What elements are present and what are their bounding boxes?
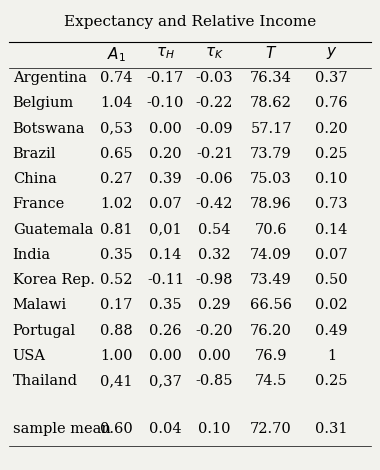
Text: $y$: $y$ bbox=[326, 45, 337, 61]
Text: 0.39: 0.39 bbox=[149, 172, 182, 186]
Text: 0.73: 0.73 bbox=[315, 197, 348, 212]
Text: 1.02: 1.02 bbox=[100, 197, 133, 212]
Text: Argentina: Argentina bbox=[13, 71, 87, 85]
Text: Guatemala: Guatemala bbox=[13, 223, 93, 236]
Text: 0.10: 0.10 bbox=[315, 172, 348, 186]
Text: 0.00: 0.00 bbox=[149, 349, 182, 363]
Text: 76.9: 76.9 bbox=[255, 349, 287, 363]
Text: -0.22: -0.22 bbox=[196, 96, 233, 110]
Text: 0.07: 0.07 bbox=[315, 248, 348, 262]
Text: 0.74: 0.74 bbox=[100, 71, 133, 85]
Text: 0.20: 0.20 bbox=[149, 147, 182, 161]
Text: China: China bbox=[13, 172, 57, 186]
Text: 0.35: 0.35 bbox=[100, 248, 133, 262]
Text: 0.20: 0.20 bbox=[315, 122, 348, 136]
Text: $A_1$: $A_1$ bbox=[107, 45, 126, 64]
Text: $\tau_H$: $\tau_H$ bbox=[156, 45, 175, 61]
Text: -0.85: -0.85 bbox=[196, 374, 233, 388]
Text: sample mean: sample mean bbox=[13, 422, 111, 436]
Text: 0.00: 0.00 bbox=[198, 349, 231, 363]
Text: -0.06: -0.06 bbox=[196, 172, 233, 186]
Text: 1.00: 1.00 bbox=[100, 349, 133, 363]
Text: -0.98: -0.98 bbox=[196, 273, 233, 287]
Text: 0.17: 0.17 bbox=[100, 298, 133, 313]
Text: 1.04: 1.04 bbox=[100, 96, 133, 110]
Text: 0.37: 0.37 bbox=[315, 71, 348, 85]
Text: 0.14: 0.14 bbox=[315, 223, 348, 236]
Text: -0.21: -0.21 bbox=[196, 147, 233, 161]
Text: 0.65: 0.65 bbox=[100, 147, 133, 161]
Text: Expectancy and Relative Income: Expectancy and Relative Income bbox=[64, 16, 316, 30]
Text: 0.52: 0.52 bbox=[100, 273, 133, 287]
Text: 76.34: 76.34 bbox=[250, 71, 292, 85]
Text: 0,37: 0,37 bbox=[149, 374, 182, 388]
Text: 73.79: 73.79 bbox=[250, 147, 292, 161]
Text: $T$: $T$ bbox=[265, 45, 277, 61]
Text: 0.35: 0.35 bbox=[149, 298, 182, 313]
Text: USA: USA bbox=[13, 349, 46, 363]
Text: 0.49: 0.49 bbox=[315, 323, 348, 337]
Text: 0.31: 0.31 bbox=[315, 422, 348, 436]
Text: 0.25: 0.25 bbox=[315, 147, 348, 161]
Text: 70.6: 70.6 bbox=[255, 223, 287, 236]
Text: 0.88: 0.88 bbox=[100, 323, 133, 337]
Text: -0.17: -0.17 bbox=[147, 71, 184, 85]
Text: 0.00: 0.00 bbox=[149, 122, 182, 136]
Text: 0.32: 0.32 bbox=[198, 248, 231, 262]
Text: 0.27: 0.27 bbox=[100, 172, 133, 186]
Text: 75.03: 75.03 bbox=[250, 172, 292, 186]
Text: 76.20: 76.20 bbox=[250, 323, 292, 337]
Text: 78.96: 78.96 bbox=[250, 197, 292, 212]
Text: 1: 1 bbox=[327, 349, 336, 363]
Text: Botswana: Botswana bbox=[13, 122, 85, 136]
Text: Thailand: Thailand bbox=[13, 374, 78, 388]
Text: 78.62: 78.62 bbox=[250, 96, 292, 110]
Text: -0.11: -0.11 bbox=[147, 273, 184, 287]
Text: 0,53: 0,53 bbox=[100, 122, 133, 136]
Text: -0.03: -0.03 bbox=[196, 71, 233, 85]
Text: 66.56: 66.56 bbox=[250, 298, 292, 313]
Text: Belgium: Belgium bbox=[13, 96, 74, 110]
Text: 0.14: 0.14 bbox=[149, 248, 182, 262]
Text: 0.26: 0.26 bbox=[149, 323, 182, 337]
Text: 74.09: 74.09 bbox=[250, 248, 292, 262]
Text: -0.09: -0.09 bbox=[196, 122, 233, 136]
Text: Korea Rep.: Korea Rep. bbox=[13, 273, 95, 287]
Text: 0.25: 0.25 bbox=[315, 374, 348, 388]
Text: -0.10: -0.10 bbox=[147, 96, 184, 110]
Text: -0.20: -0.20 bbox=[196, 323, 233, 337]
Text: -0.42: -0.42 bbox=[196, 197, 233, 212]
Text: 0.60: 0.60 bbox=[100, 422, 133, 436]
Text: $\tau_K$: $\tau_K$ bbox=[205, 45, 224, 61]
Text: 0.07: 0.07 bbox=[149, 197, 182, 212]
Text: France: France bbox=[13, 197, 65, 212]
Text: 73.49: 73.49 bbox=[250, 273, 292, 287]
Text: 57.17: 57.17 bbox=[250, 122, 292, 136]
Text: India: India bbox=[13, 248, 51, 262]
Text: 0.81: 0.81 bbox=[100, 223, 133, 236]
Text: 0.10: 0.10 bbox=[198, 422, 231, 436]
Text: 0,41: 0,41 bbox=[100, 374, 133, 388]
Text: 0.04: 0.04 bbox=[149, 422, 182, 436]
Text: 0.50: 0.50 bbox=[315, 273, 348, 287]
Text: Portugal: Portugal bbox=[13, 323, 76, 337]
Text: Brazil: Brazil bbox=[13, 147, 56, 161]
Text: 0.76: 0.76 bbox=[315, 96, 348, 110]
Text: 0.29: 0.29 bbox=[198, 298, 231, 313]
Text: 0.54: 0.54 bbox=[198, 223, 231, 236]
Text: 0,01: 0,01 bbox=[149, 223, 182, 236]
Text: Malawi: Malawi bbox=[13, 298, 67, 313]
Text: 0.02: 0.02 bbox=[315, 298, 348, 313]
Text: 72.70: 72.70 bbox=[250, 422, 292, 436]
Text: 74.5: 74.5 bbox=[255, 374, 287, 388]
